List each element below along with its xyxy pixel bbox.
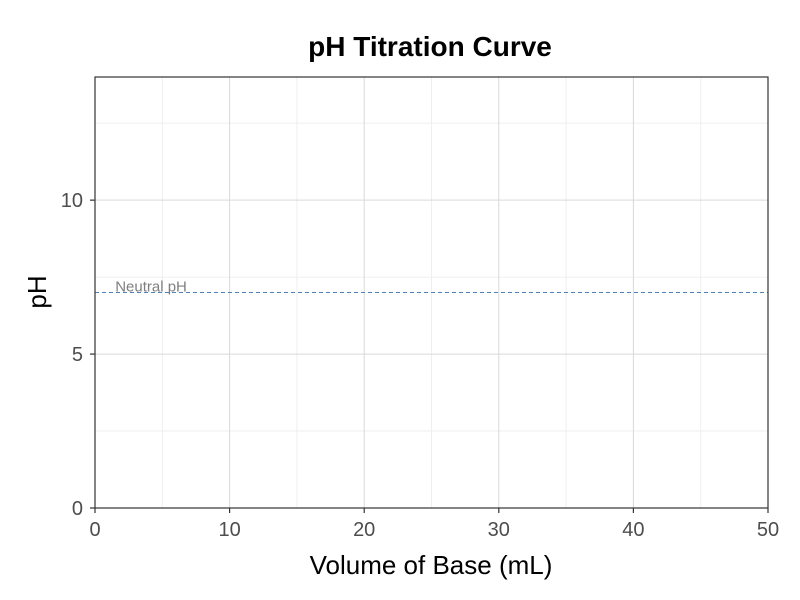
panel-border — [94, 76, 769, 509]
x-tick-label: 30 — [488, 519, 510, 541]
axis-layer: 0 10 20 30 40 50 0 5 10 — [61, 76, 779, 541]
x-tick-label: 0 — [89, 519, 100, 541]
y-tick-label: 10 — [61, 190, 83, 212]
x-axis-title: Volume of Base (mL) — [310, 550, 553, 580]
x-tick-label: 10 — [218, 519, 240, 541]
x-tick-label: 50 — [757, 519, 779, 541]
neutral-ph-annotation: Neutral pH — [115, 279, 187, 296]
y-axis-title: pH — [22, 275, 52, 308]
y-tick-label: 0 — [72, 498, 83, 520]
y-tick-label: 5 — [72, 344, 83, 366]
reference-line-layer: Neutral pH — [95, 279, 768, 296]
x-tick-label: 40 — [622, 519, 644, 541]
x-tick-label: 20 — [353, 519, 375, 541]
chart-title: pH Titration Curve — [308, 31, 552, 62]
